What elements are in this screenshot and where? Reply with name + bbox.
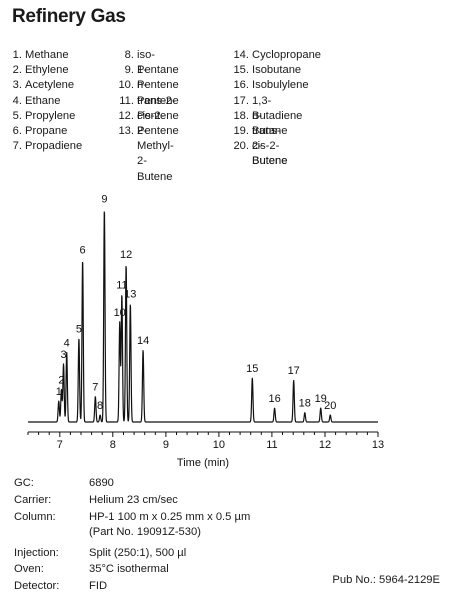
condition-value: 35°C isothermal — [89, 563, 169, 576]
page-title: Refinery Gas — [12, 6, 126, 27]
peak-label: 13 — [124, 289, 136, 301]
legend-label: Acetylene — [25, 79, 75, 92]
legend-number: 2. — [12, 64, 22, 77]
legend-number: 7. — [12, 140, 22, 153]
peak-label: 4 — [64, 337, 70, 349]
condition-label: Oven: — [14, 563, 44, 576]
legend-label: 1,3-Butadiene — [252, 94, 303, 122]
condition-row: Detector: FID — [14, 578, 444, 595]
x-tick-label: 8 — [110, 439, 116, 451]
legend-number: 14. — [233, 49, 249, 61]
x-tick-label: 9 — [163, 439, 169, 451]
legend-label: cis-2-Pentene — [137, 109, 179, 137]
legend-number: 8. — [124, 49, 134, 61]
legend-number: 1. — [12, 49, 22, 61]
legend-number: 13. — [118, 124, 134, 137]
legend-label: Methane — [25, 49, 69, 61]
legend-label: iso-Pentane — [137, 49, 179, 77]
legend-number: 3. — [12, 79, 22, 92]
peak-label: 10 — [114, 307, 126, 319]
legend-number: 5. — [12, 109, 22, 122]
signal-trace — [27, 211, 379, 423]
peak-label: 5 — [76, 324, 82, 336]
peak-label: 11 — [116, 279, 127, 291]
legend-label: n-Butane — [252, 109, 288, 137]
pub-number: Pub No.: 5964-2129E — [332, 574, 440, 586]
legend-number: 9. — [124, 64, 134, 77]
legend-number: 12. — [118, 109, 134, 122]
legend-label: Propane — [25, 124, 68, 137]
conditions-table: GC: 6890 Carrier: Helium 23 cm/sec Column:… — [14, 475, 444, 595]
peak-label: 18 — [299, 398, 311, 410]
legend-number: 20. — [233, 140, 249, 153]
condition-label: Carrier: — [14, 493, 52, 506]
legend-label: trans-2-Butene — [252, 124, 288, 168]
legend-label: Ethane — [25, 94, 61, 107]
peak-label: 17 — [288, 365, 300, 377]
peak-label: 15 — [246, 363, 258, 375]
legend-number: 6. — [12, 124, 22, 137]
legend-number: 17. — [233, 94, 249, 107]
peak-label: 14 — [137, 335, 149, 347]
legend-label: Propadiene — [25, 140, 83, 153]
condition-value: Split (250:1), 500 µl — [89, 546, 187, 559]
legend-label: Ethylene — [25, 64, 69, 77]
x-axis-label: Time (min) — [177, 457, 229, 469]
condition-label: Column: — [14, 510, 56, 523]
legend-label: Cyclopropane — [252, 49, 322, 61]
legend-number: 18. — [233, 109, 249, 122]
condition-row: GC: 6890 — [14, 475, 444, 492]
legend-label: Isobulylene — [252, 79, 309, 92]
legend-label: cis-2-Butene — [252, 140, 288, 168]
condition-row: Column: HP-1 100 m x 0.25 mm x 0.5 µm (Pa… — [14, 509, 444, 545]
peak-label: 12 — [120, 249, 132, 261]
condition-label: Detector: — [14, 580, 60, 593]
legend-label: 1-Pentene — [137, 64, 179, 92]
condition-value: Helium 23 cm/sec — [89, 493, 178, 506]
peak-label: 9 — [101, 194, 107, 206]
legend-number: 16. — [233, 79, 249, 92]
legend-number: 10. — [118, 79, 134, 92]
legend-label: Isobutane — [252, 64, 302, 77]
x-tick-label: 7 — [57, 439, 63, 451]
legend-number: 15. — [233, 64, 249, 77]
x-tick-label: 11 — [266, 439, 277, 451]
legend-label: 2-Methyl- 2-Butene — [137, 124, 174, 183]
condition-label: GC: — [14, 477, 34, 489]
peak-label: 2 — [58, 375, 64, 387]
x-tick-label: 13 — [372, 439, 384, 451]
condition-value: HP-1 100 m x 0.25 mm x 0.5 µm (Part No. … — [89, 510, 251, 538]
legend-label: n-Pentene — [137, 79, 179, 107]
x-tick-label: 10 — [213, 439, 225, 451]
legend-number: 19. — [233, 124, 249, 137]
condition-value: 6890 — [89, 477, 114, 489]
peak-label: 16 — [268, 393, 280, 405]
peak-label: 20 — [324, 400, 336, 412]
condition-row: Carrier: Helium 23 cm/sec — [14, 492, 444, 509]
condition-row: Injection: Split (250:1), 500 µl — [14, 545, 444, 562]
peak-label: 1 — [56, 386, 62, 398]
legend-label: trans-2-Pentene — [137, 94, 179, 122]
peak-label: 19 — [315, 393, 327, 405]
peak-label: 3 — [60, 349, 66, 361]
legend-label: Propylene — [25, 109, 76, 122]
legend-number: 11. — [119, 94, 134, 107]
peak-label: 7 — [92, 382, 98, 394]
peak-label: 6 — [80, 245, 86, 257]
condition-value: FID — [89, 580, 108, 593]
legend-number: 4. — [12, 94, 22, 107]
peak-label: 8 — [97, 400, 103, 412]
condition-row: Oven: 35°C isothermal — [14, 561, 444, 578]
condition-label: Injection: — [14, 546, 59, 559]
x-tick-label: 12 — [319, 439, 331, 451]
